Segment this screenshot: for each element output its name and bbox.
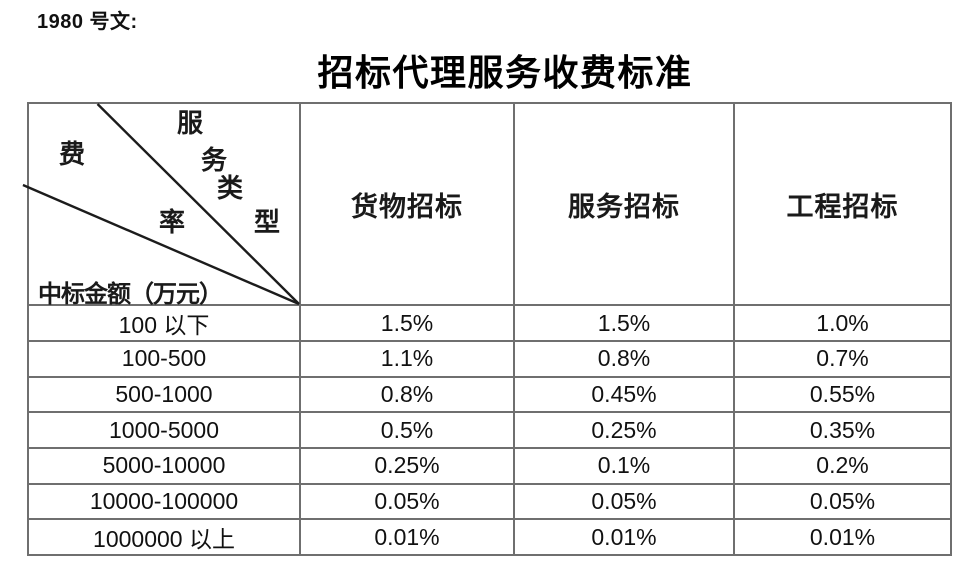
page-title: 招标代理服务收费标准 — [317, 53, 693, 93]
fee-cell: 0.25% — [513, 411, 735, 450]
service-type-char: 务 — [201, 146, 228, 175]
table-header-row: 服 务 类 型 费 率 中标金额（万元） 货物招标 服务招标 工程招标 — [22, 102, 952, 308]
fee-cell: 1.5% — [299, 304, 515, 342]
amount-range-cell: 100 以下 — [27, 304, 301, 342]
table-row: 1000000 以上 0.01% 0.01% 0.01% — [27, 518, 952, 557]
fee-cell: 0.8% — [299, 375, 515, 414]
fee-cell: 1.0% — [733, 304, 952, 342]
fee-cell: 0.05% — [733, 482, 952, 521]
fee-cell: 0.01% — [733, 518, 952, 557]
amount-range-cell: 1000-5000 — [27, 411, 301, 450]
table-row: 100 以下 1.5% 1.5% 1.0% — [27, 304, 952, 342]
diagonal-header-cell: 服 务 类 型 费 率 中标金额（万元） — [22, 102, 301, 308]
fee-table: 服 务 类 型 费 率 中标金额（万元） 货物招标 服务招标 工程招标 100 … — [22, 102, 952, 557]
fee-cell: 1.1% — [299, 340, 515, 378]
table-row: 1000-5000 0.5% 0.25% 0.35% — [27, 411, 952, 450]
table-row: 100-500 1.1% 0.8% 0.7% — [27, 340, 952, 378]
fee-cell: 0.2% — [733, 447, 952, 485]
amount-range-cell: 100-500 — [27, 340, 301, 378]
fee-cell: 0.05% — [513, 482, 735, 521]
fee-cell: 0.45% — [513, 375, 735, 414]
fee-cell: 0.25% — [299, 447, 515, 485]
service-type-char: 类 — [217, 174, 244, 203]
fee-cell: 0.1% — [513, 447, 735, 485]
fee-cell: 0.7% — [733, 340, 952, 378]
table-row: 500-1000 0.8% 0.45% 0.55% — [27, 375, 952, 414]
column-header-service: 服务招标 — [513, 102, 735, 306]
fee-cell: 0.01% — [513, 518, 735, 557]
fee-cell: 0.05% — [299, 482, 515, 521]
doc-number-label: 1980 号文: — [37, 11, 138, 33]
service-type-char: 服 — [177, 109, 204, 138]
amount-range-cell: 1000000 以上 — [27, 518, 301, 557]
fee-rate-char: 费 — [59, 140, 86, 169]
fee-cell: 0.35% — [733, 411, 952, 450]
table-row: 10000-100000 0.05% 0.05% 0.05% — [27, 482, 952, 521]
fee-cell: 0.55% — [733, 375, 952, 414]
fee-cell: 0.8% — [513, 340, 735, 378]
fee-cell: 1.5% — [513, 304, 735, 342]
service-type-char: 型 — [254, 208, 281, 237]
fee-rate-char: 率 — [159, 208, 186, 237]
amount-range-cell: 500-1000 — [27, 375, 301, 414]
column-header-goods: 货物招标 — [299, 102, 515, 306]
fee-cell: 0.5% — [299, 411, 515, 450]
table-row: 5000-10000 0.25% 0.1% 0.2% — [27, 447, 952, 485]
fee-cell: 0.01% — [299, 518, 515, 557]
diagonal-lines — [22, 103, 300, 306]
amount-range-cell: 10000-100000 — [27, 482, 301, 521]
column-header-project: 工程招标 — [733, 102, 952, 306]
award-amount-label: 中标金额（万元） — [38, 282, 223, 308]
amount-range-cell: 5000-10000 — [27, 447, 301, 485]
